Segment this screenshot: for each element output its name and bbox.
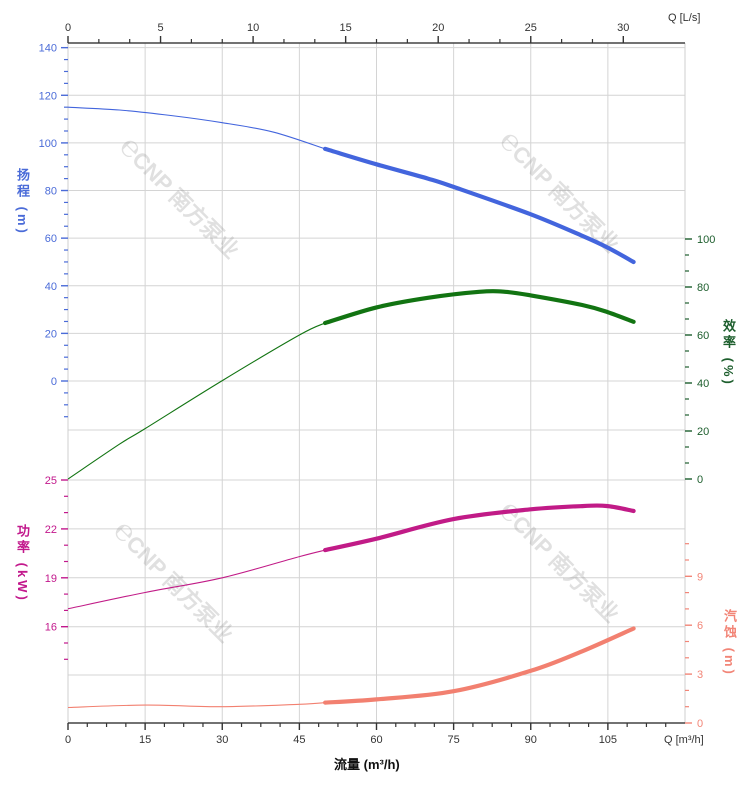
bottom-axis: 0 15 30 45 60 75 90 105 (65, 723, 667, 746)
top-axis-unit: Q [L/s] (668, 12, 701, 24)
power-axis-tick-label: 19 (45, 573, 57, 585)
eff-curve-thick (323, 289, 636, 326)
head-axis-tick-label: 0 (51, 376, 57, 388)
efficiency-axis-tick-label: 60 (697, 330, 709, 342)
bottom-tick-label: 60 (370, 734, 382, 746)
head-curve-thick (323, 146, 636, 265)
head-axis: 140 120 100 80 60 40 20 0 (39, 43, 68, 418)
npsh-axis-tick-label: 0 (697, 718, 703, 730)
head-axis-tick-label: 100 (39, 138, 57, 150)
npsh-axis-tick-label: 6 (697, 620, 703, 632)
top-axis: 0 5 10 15 20 25 30 (65, 22, 629, 43)
npsh-axis-label: 汽蚀 (m) (722, 609, 737, 677)
head-axis-tick-label: 140 (39, 43, 57, 55)
top-tick-label: 10 (247, 22, 259, 34)
bottom-tick-label: 30 (216, 734, 228, 746)
bottom-tick-label: 15 (139, 734, 151, 746)
flow-axis-title: 流量 (m³/h) (334, 757, 400, 772)
efficiency-axis-tick-label: 0 (697, 474, 703, 486)
top-tick-label: 0 (65, 22, 71, 34)
power-curve-thick (323, 503, 636, 553)
top-tick-label: 30 (617, 22, 629, 34)
head-axis-tick-label: 60 (45, 233, 57, 245)
head-axis-label: 扬程 (m) (15, 168, 30, 236)
efficiency-axis-tick-label: 40 (697, 378, 709, 390)
npsh-axis: 9 6 3 0 (685, 543, 703, 730)
bottom-axis-unit: Q [m³/h] (664, 734, 704, 746)
power-axis-tick-label: 22 (45, 524, 57, 536)
head-axis-tick-label: 20 (45, 328, 57, 340)
npsh-curve-thin (67, 702, 326, 709)
bottom-tick-label: 75 (448, 734, 460, 746)
head-axis-tick-label: 80 (45, 186, 57, 198)
top-tick-label: 15 (340, 22, 352, 34)
watermark-text: ℮CNP 南方泵业 (113, 130, 248, 265)
efficiency-axis: 100 80 60 40 20 0 (685, 234, 715, 486)
top-tick-label: 20 (432, 22, 444, 34)
bottom-tick-label: 90 (525, 734, 537, 746)
head-axis-tick-label: 120 (39, 90, 57, 102)
bottom-tick-label: 105 (599, 734, 617, 746)
head-curve-thin (67, 106, 326, 150)
npsh-axis-tick-label: 9 (697, 571, 703, 583)
bottom-tick-label: 45 (293, 734, 305, 746)
bottom-tick-label: 0 (65, 734, 71, 746)
npsh-curve-thick (323, 626, 636, 705)
power-axis: 25 22 19 16 (45, 475, 68, 660)
efficiency-axis-label: 效率 (%) (721, 319, 736, 387)
efficiency-axis-tick-label: 100 (697, 234, 715, 246)
top-tick-label: 25 (525, 22, 537, 34)
gridlines (67, 43, 685, 723)
power-axis-tick-label: 25 (45, 475, 57, 487)
power-axis-label: 功率 (kW) (15, 524, 30, 603)
top-tick-label: 5 (157, 22, 163, 34)
power-axis-tick-label: 16 (45, 622, 57, 634)
watermarks: ℮CNP 南方泵业℮CNP 南方泵业℮CNP 南方泵业℮CNP 南方泵业 (107, 124, 624, 648)
head-axis-tick-label: 40 (45, 281, 57, 293)
efficiency-axis-tick-label: 80 (697, 282, 709, 294)
power-curve-thin (67, 549, 326, 610)
curves (67, 106, 636, 709)
npsh-axis-tick-label: 3 (697, 669, 703, 681)
eff-curve-thin (67, 322, 326, 480)
efficiency-axis-tick-label: 20 (697, 426, 709, 438)
